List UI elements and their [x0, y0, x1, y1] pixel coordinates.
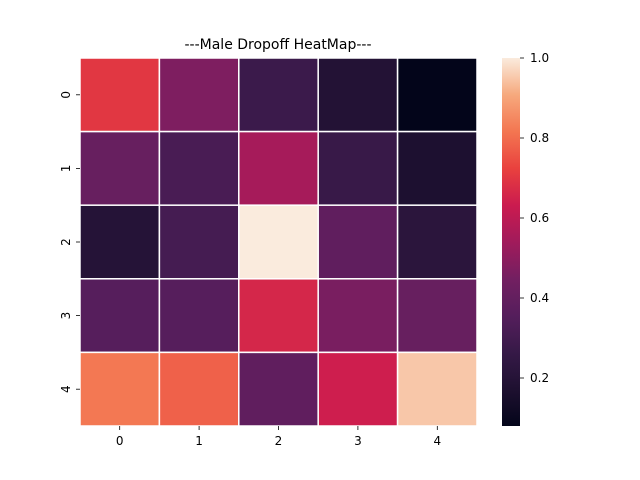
heatmap-cell-1-0 [79, 130, 161, 206]
heatmap-cell-3-0 [79, 278, 161, 354]
colorbar-tick-label-3: 0.8 [530, 131, 549, 145]
heatmap-cell-3-3 [317, 278, 399, 354]
y-tick-label-1: 1 [59, 165, 73, 173]
x-axis-ticks: 0 1 2 3 4 [116, 426, 441, 448]
heatmap-cell-2-0 [79, 204, 161, 280]
chart-title: ---Male Dropoff HeatMap--- [184, 37, 371, 53]
heatmap-cell-2-2 [238, 204, 319, 280]
heatmap-cell-0-0 [79, 57, 161, 133]
heatmap-cell-0-3 [317, 57, 399, 133]
x-tick-label-0: 0 [116, 434, 124, 448]
colorbar [502, 58, 520, 426]
heatmap-cells [79, 57, 478, 427]
heatmap-cell-4-2 [238, 351, 319, 427]
x-tick-label-2: 2 [275, 434, 283, 448]
colorbar-tick-label-4: 1.0 [530, 51, 549, 65]
heatmap-cell-0-2 [238, 57, 319, 133]
y-tick-label-0: 0 [59, 91, 73, 99]
y-tick-label-2: 2 [59, 238, 73, 246]
heatmap-cell-4-4 [396, 351, 478, 427]
heatmap-cell-1-1 [158, 130, 240, 206]
heatmap-cell-3-4 [396, 278, 478, 354]
colorbar-tick-label-2: 0.6 [530, 211, 549, 225]
heatmap-cell-2-1 [158, 204, 240, 280]
colorbar-tick-label-1: 0.4 [530, 291, 549, 305]
heatmap-cell-3-1 [158, 278, 240, 354]
y-tick-label-3: 3 [59, 312, 73, 320]
x-tick-label-3: 3 [354, 434, 362, 448]
colorbar-ticks: 0.2 0.4 0.6 0.8 1.0 [520, 51, 549, 385]
heatmap-cell-1-3 [317, 130, 399, 206]
heatmap-cell-4-1 [158, 351, 240, 427]
heatmap-cell-4-3 [317, 351, 399, 427]
heatmap-cell-1-2 [238, 130, 319, 206]
heatmap-cell-0-1 [158, 57, 240, 133]
heatmap-cell-0-4 [396, 57, 478, 133]
x-tick-label-4: 4 [433, 434, 441, 448]
heatmap-cell-4-0 [79, 351, 161, 427]
y-tick-label-4: 4 [59, 385, 73, 393]
heatmap-cell-2-3 [317, 204, 399, 280]
colorbar-tick-label-0: 0.2 [530, 371, 549, 385]
heatmap-cell-1-4 [396, 130, 478, 206]
heatmap-cell-2-4 [396, 204, 478, 280]
x-tick-label-1: 1 [195, 434, 203, 448]
y-axis-ticks: 0 1 2 3 4 [59, 91, 80, 393]
heatmap-cell-3-2 [238, 278, 319, 354]
